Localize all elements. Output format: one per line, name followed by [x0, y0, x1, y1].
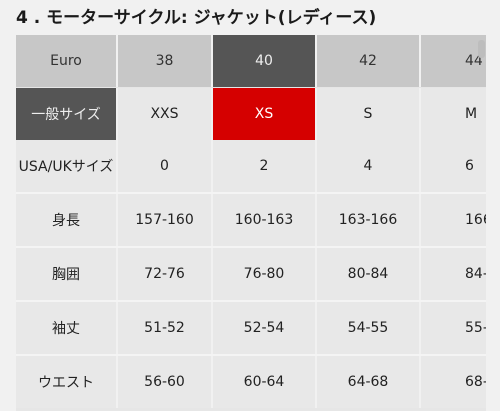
row-label: 胸囲 [16, 248, 118, 300]
table-cell: 64-68 [317, 356, 421, 408]
table-cell: 52-54 [213, 302, 317, 354]
table-cell: 166-16 [421, 194, 486, 246]
table-row-waist: ウエスト 56-60 60-64 64-68 68-72 [16, 356, 486, 408]
table-cell: 80-84 [317, 248, 421, 300]
table-cell: 157-160 [118, 194, 213, 246]
table-cell: 56-60 [118, 356, 213, 408]
table-cell: 68-72 [421, 356, 486, 408]
table-row-sleeve: 袖丈 51-52 52-54 54-55 55-57 [16, 302, 486, 354]
row-divider [16, 354, 486, 356]
table-cell: 160-163 [213, 194, 317, 246]
row-divider [16, 192, 486, 194]
header-cell-euro: Euro [16, 35, 118, 87]
row-divider [16, 246, 486, 248]
table-row-general-size: 一般サイズ XXS XS S M [16, 88, 486, 140]
table-row-usa-uk: USA/UKサイズ 0 2 4 6 [16, 140, 486, 192]
table-cell: 51-52 [118, 302, 213, 354]
header-cell-42[interactable]: 42 [317, 35, 421, 87]
table-cell: 84-88 [421, 248, 486, 300]
table-row-chest: 胸囲 72-76 76-80 80-84 84-88 [16, 248, 486, 300]
row-divider [16, 300, 486, 302]
size-chart-table[interactable]: Euro 38 40 42 44 一般サイズ XXS XS S M USA/UK… [16, 35, 486, 411]
table-cell: 54-55 [317, 302, 421, 354]
table-cell: 76-80 [213, 248, 317, 300]
row-label: USA/UKサイズ [16, 140, 118, 192]
table-cell: 72-76 [118, 248, 213, 300]
row-label: 一般サイズ [16, 88, 118, 140]
row-label: 身長 [16, 194, 118, 246]
header-cell-44[interactable]: 44 [421, 35, 486, 87]
row-label: ウエスト [16, 356, 118, 408]
table-cell: 163-166 [317, 194, 421, 246]
table-cell: 4 [317, 140, 421, 192]
horizontal-scrollbar[interactable] [478, 40, 485, 58]
table-cell: 6 [421, 140, 486, 192]
table-cell: 0 [118, 140, 213, 192]
header-cell-38[interactable]: 38 [118, 35, 213, 87]
table-cell: 60-64 [213, 356, 317, 408]
table-cell: S [317, 88, 421, 140]
header-cell-40-selected[interactable]: 40 [213, 35, 317, 87]
row-label: 袖丈 [16, 302, 118, 354]
table-cell: 2 [213, 140, 317, 192]
table-cell-selected: XS [213, 88, 317, 140]
table-cell: M [421, 88, 486, 140]
table-header-row: Euro 38 40 42 44 [16, 35, 486, 87]
page-title: 4 . モーターサイクル: ジャケット(レディース) [16, 8, 377, 28]
table-cell: XXS [118, 88, 213, 140]
table-cell: 55-57 [421, 302, 486, 354]
table-row-height: 身長 157-160 160-163 163-166 166-16 [16, 194, 486, 246]
